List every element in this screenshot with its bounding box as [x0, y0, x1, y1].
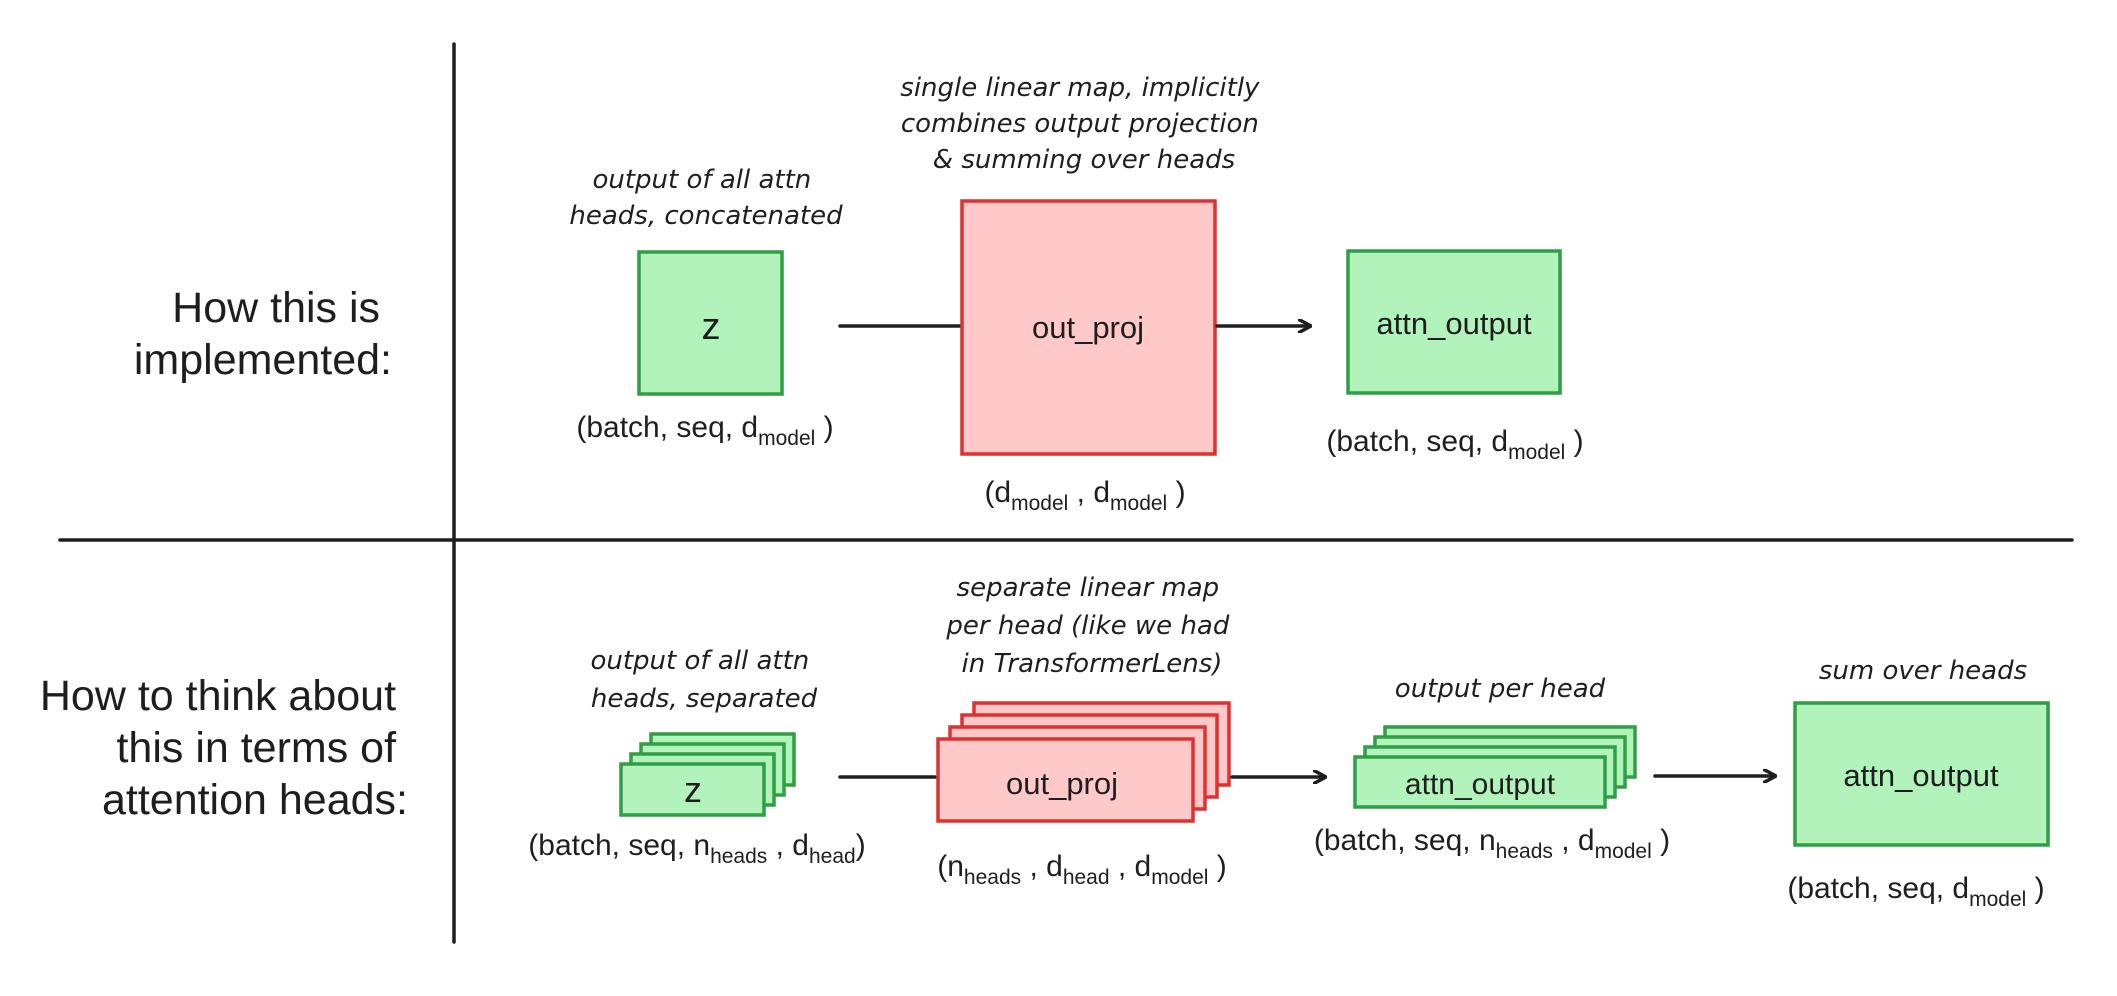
- out-proj-box-top-label: out_proj: [1032, 310, 1144, 345]
- z-box-top-label: z: [702, 306, 721, 348]
- attn-output-box-top-label: attn_output: [1376, 306, 1532, 341]
- proj-shape-bottom: (nheads , dhead , dmodel ): [937, 850, 1227, 889]
- z-box-bottom-label: z: [684, 769, 702, 810]
- out-proj-box-bottom-label: out_proj: [1006, 766, 1118, 801]
- sum-output-box: [1793, 701, 2050, 847]
- head-output-shape: (batch, seq, nheads , dmodel ): [1314, 824, 1670, 863]
- z-note-top: output of all attn heads, concatenated: [569, 165, 843, 231]
- row-label-heads: How to think about this in terms of atte…: [40, 672, 408, 824]
- row-label-implemented: How this is implemented:: [134, 284, 392, 384]
- z-box-top: [637, 250, 784, 396]
- output-shape-top: (batch, seq, dmodel ): [1326, 425, 1583, 464]
- out-proj-stack-bottom: [936, 701, 1231, 823]
- z-shape-bottom: (batch, seq, nheads , dhead): [528, 829, 865, 868]
- head-output-stack: [1353, 725, 1637, 809]
- head-output-box-label: attn_output: [1405, 768, 1556, 801]
- proj-note-top: single linear map, implicitly combines o…: [900, 73, 1267, 175]
- sum-output-shape: (batch, seq, dmodel ): [1787, 872, 2044, 911]
- sum-output-box-label: attn_output: [1843, 758, 1999, 793]
- z-note-bottom: output of all attn heads, separated: [590, 646, 817, 714]
- proj-shape-top: (dmodel , dmodel ): [984, 476, 1185, 515]
- head-output-note: output per head: [1395, 674, 1606, 704]
- z-stack-bottom: [619, 732, 796, 817]
- out-proj-box-top: [960, 199, 1217, 456]
- z-shape-top: (batch, seq, dmodel ): [576, 411, 833, 450]
- sum-note: sum over heads: [1819, 656, 2027, 686]
- attn-output-box-top: [1346, 249, 1562, 395]
- proj-note-bottom: separate linear map per head (like we ha…: [945, 573, 1237, 679]
